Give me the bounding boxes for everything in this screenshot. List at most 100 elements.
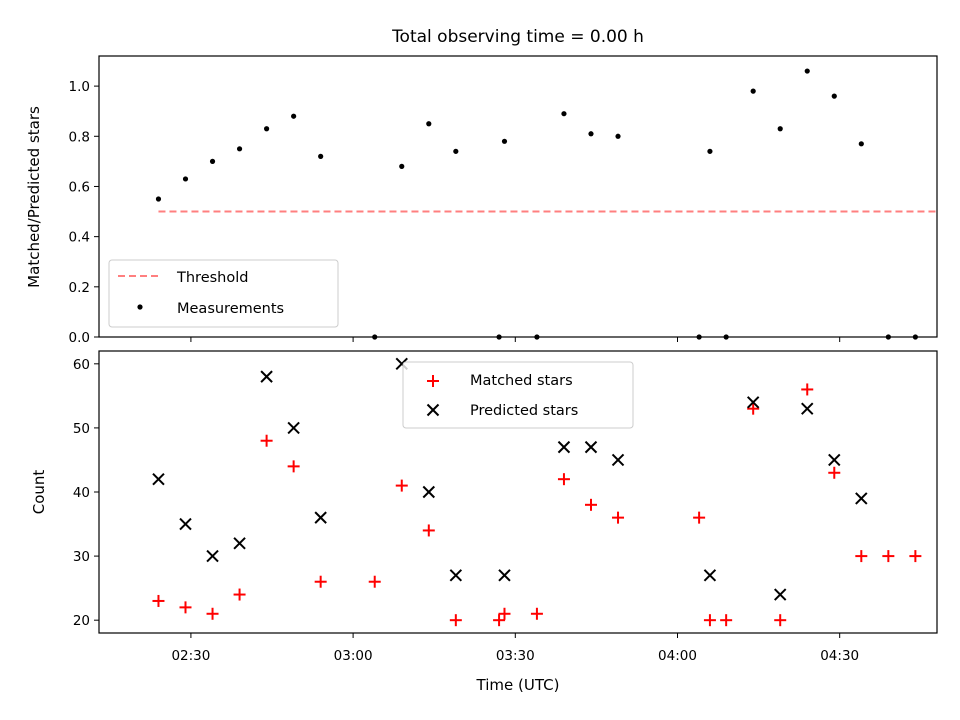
top-axes-frame	[98, 55, 938, 338]
matched-star-point	[498, 607, 511, 620]
measurement-point	[426, 121, 432, 127]
predicted-star-point	[152, 472, 165, 486]
measurement-point	[615, 133, 621, 139]
matched-star-point	[720, 614, 733, 627]
x-tick-label: 03:00	[334, 648, 373, 664]
matched-star-point	[233, 588, 246, 601]
matched-star-point	[395, 479, 408, 492]
legend-matched-label: Matched stars	[470, 373, 573, 389]
measurement-point	[236, 146, 243, 152]
top-panel: 0.0 0.2 0.4 0.6 0.8 1.0 Matched/Predicted sta…	[25, 55, 938, 346]
bottom-panel: 20 30 40 50 60 02:30 03:00 03:30 04:00 04:30 Tim…	[30, 350, 938, 694]
matched-star-point	[612, 511, 625, 524]
matched-star-point	[422, 524, 435, 537]
predicted-star-point	[449, 569, 463, 582]
bottom-legend-box	[402, 361, 634, 429]
predicted-star-point	[557, 440, 571, 454]
matched-star-point	[179, 601, 192, 614]
legend-threshold-label: Threshold	[176, 270, 248, 286]
measurement-point	[182, 176, 189, 182]
predicted-star-point	[233, 537, 246, 550]
predicted-star-point	[611, 453, 625, 467]
matched-star-point	[828, 466, 841, 479]
top-y-tick-label: 0.8	[69, 129, 90, 145]
measurement-point	[155, 196, 162, 202]
x-tick-label: 04:30	[820, 648, 859, 664]
measurement-point	[318, 153, 324, 159]
measurement-point	[707, 148, 713, 154]
matched-star-point	[693, 511, 706, 524]
top-legend-box	[108, 259, 339, 328]
top-y-tick-label: 0.0	[69, 330, 90, 346]
predicted-star-point	[206, 549, 219, 563]
matched-star-point	[152, 594, 165, 607]
matched-star-point	[493, 614, 506, 627]
measurement-point	[399, 163, 405, 169]
predicted-star-point	[855, 492, 868, 505]
top-legend: Threshold Measurements	[108, 259, 339, 328]
matched-star-point	[314, 575, 327, 588]
top-y-axis: 0.0 0.2 0.4 0.6 0.8 1.0	[69, 79, 99, 346]
bottom-y-tick-label: 50	[73, 421, 90, 437]
legend-measurements-swatch	[137, 304, 143, 310]
top-y-tick-label: 0.4	[69, 230, 90, 246]
measurement-point	[453, 148, 459, 154]
legend-predicted-marker	[426, 403, 440, 417]
matched-star-point	[557, 473, 570, 486]
x-axis-label: Time (UTC)	[476, 676, 560, 694]
bottom-y-tick-label: 20	[73, 613, 90, 629]
predicted-star-point	[260, 370, 273, 383]
bottom-legend: Matched stars Predicted stars	[402, 361, 634, 429]
predicted-star-point	[703, 569, 717, 582]
measurement-point	[858, 141, 864, 147]
predicted-star-point	[179, 517, 192, 531]
measurement-point	[291, 113, 297, 119]
matched-star-point	[206, 607, 219, 620]
predicted-star-point	[746, 396, 760, 409]
predicted-star-point	[584, 440, 598, 454]
matched-star-point	[584, 498, 597, 511]
bottom-plot-area	[152, 357, 922, 627]
measurement-point	[750, 88, 756, 94]
bottom-y-tick-label: 60	[73, 357, 90, 373]
measurement-point	[264, 126, 270, 132]
top-y-tick-label: 0.2	[69, 280, 90, 296]
top-y-tick-label: 0.6	[69, 179, 90, 195]
measurement-point	[804, 68, 810, 74]
predicted-star-point	[422, 485, 436, 499]
matched-star-point	[747, 402, 760, 415]
matched-star-point	[882, 550, 895, 563]
predicted-star-point	[498, 569, 511, 582]
matched-star-point	[703, 614, 716, 627]
legend-matched-marker	[427, 375, 439, 387]
predicted-star-point	[287, 421, 300, 435]
figure-title: Total observing time = 0.00 h	[391, 27, 644, 47]
predicted-star-point	[774, 588, 787, 601]
top-y-tick-label: 1.0	[69, 79, 90, 95]
measurement-point	[777, 126, 783, 132]
legend-matched-swatch	[427, 375, 439, 387]
matched-star-point	[855, 550, 868, 563]
matched-star-point	[530, 607, 543, 620]
top-x-ticks	[190, 337, 841, 342]
matched-star-point	[909, 550, 922, 563]
top-y-axis-label: Matched/Predicted stars	[25, 106, 43, 288]
legend-predicted-label: Predicted stars	[470, 403, 578, 419]
legend-measurements-label: Measurements	[177, 301, 284, 317]
x-tick-label: 03:30	[496, 648, 535, 664]
matched-star-point	[801, 383, 814, 396]
measurement-point	[831, 93, 837, 99]
bottom-y-axis: 20 30 40 50 60	[73, 357, 99, 629]
measurement-point	[501, 138, 508, 144]
bottom-x-axis: 02:30 03:00 03:30 04:00 04:30	[171, 633, 859, 664]
measurement-point	[209, 158, 216, 164]
matched-star-point	[449, 614, 462, 627]
x-tick-label: 04:00	[658, 648, 697, 664]
matched-star-point	[368, 575, 381, 588]
legend-predicted-swatch	[426, 403, 440, 417]
matched-star-point	[774, 614, 787, 627]
predicted-star-point	[801, 402, 814, 415]
measurement-point	[561, 111, 567, 117]
bottom-y-tick-label: 40	[73, 485, 90, 501]
